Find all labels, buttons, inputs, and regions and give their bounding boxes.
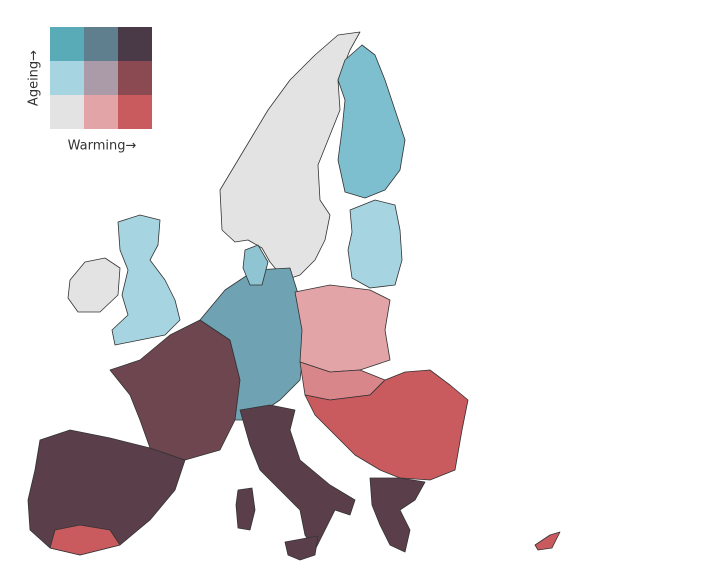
legend-cell xyxy=(84,61,118,95)
poland xyxy=(294,284,391,373)
sardinia xyxy=(235,487,256,531)
denmark xyxy=(242,244,269,286)
baltics xyxy=(347,199,403,289)
scandinavia xyxy=(219,31,361,281)
finland xyxy=(337,44,406,199)
europe-map xyxy=(27,31,561,561)
legend-cell xyxy=(84,95,118,129)
legend-cell xyxy=(50,95,84,129)
cyprus xyxy=(534,531,561,551)
ireland xyxy=(67,257,121,313)
legend: Ageing→ Warming→ xyxy=(27,27,152,154)
iberia xyxy=(27,429,186,556)
legend-cell xyxy=(50,61,84,95)
iberia-south xyxy=(49,524,121,556)
greece xyxy=(369,477,426,553)
legend-cell xyxy=(118,27,152,61)
legend-cell xyxy=(118,95,152,129)
legend-x-label: Warming→ xyxy=(68,139,137,154)
balkans xyxy=(304,369,469,481)
legend-y-label: Ageing→ xyxy=(27,50,42,106)
legend-cell xyxy=(50,27,84,61)
italy xyxy=(239,404,356,551)
britain xyxy=(111,214,181,346)
sicily xyxy=(284,535,319,561)
legend-cell xyxy=(118,61,152,95)
legend-cell xyxy=(84,27,118,61)
